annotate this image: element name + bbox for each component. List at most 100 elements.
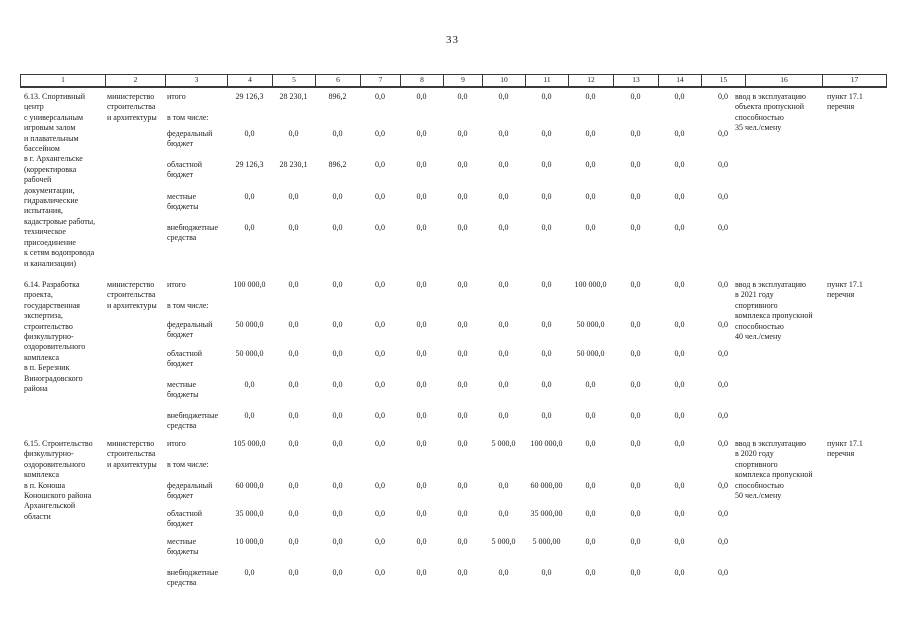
value-cell: 0,0 <box>457 537 468 546</box>
value-cell: 0,0 <box>288 568 299 577</box>
value-cell: 0,0 <box>288 380 299 389</box>
value-cell: 0,0 <box>288 509 299 518</box>
column-header-cell: 14 <box>659 75 702 86</box>
value-cell: 0,0 <box>630 537 641 546</box>
value-cell: 0,0 <box>288 411 299 420</box>
value-cell: 0,0 <box>674 160 685 169</box>
value-cell: 0,0 <box>498 92 509 101</box>
ministry-name: министерство строительства и архитектуры <box>107 439 157 469</box>
value-cell: 29 126,3 <box>235 92 264 101</box>
value-cell: 0,0 <box>630 411 641 420</box>
value-cell: 0,0 <box>630 349 641 358</box>
value-cell: 0,0 <box>457 481 468 490</box>
reference-note: пункт 17.1 перечня <box>827 92 863 112</box>
value-cell: 0,0 <box>457 92 468 101</box>
value-cell: 0,0 <box>674 129 685 138</box>
value-cell: 0,0 <box>288 129 299 138</box>
value-cell: 60 000,00 <box>530 481 563 490</box>
value-cell: 0,0 <box>457 411 468 420</box>
value-cell: 0,0 <box>674 223 685 232</box>
funding-row-label: внебюджетные средства <box>167 411 218 431</box>
value-cell: 0,0 <box>630 192 641 201</box>
column-header-cell: 10 <box>483 75 526 86</box>
value-cell: 0,0 <box>585 92 596 101</box>
value-cell: 896,2 <box>328 92 347 101</box>
value-cell: 0,0 <box>674 192 685 201</box>
value-cell: 0,0 <box>375 481 385 490</box>
value-cell: 0,0 <box>718 411 728 420</box>
ministry-name: министерство строительства и архитектуры <box>107 92 157 122</box>
value-cell: 0,0 <box>416 380 427 389</box>
column-header-cell: 17 <box>850 75 859 84</box>
value-cell: 0,0 <box>416 439 427 448</box>
value-cell: 0,0 <box>541 129 552 138</box>
value-cell: 0,0 <box>332 509 343 518</box>
value-cell: 35 000,00 <box>530 509 563 518</box>
funding-row-label: областной бюджет <box>167 349 203 369</box>
value-cell: 5 000,00 <box>532 537 561 546</box>
column-header-cell: 11 <box>526 75 569 86</box>
value-cell: 0,0 <box>718 223 728 232</box>
value-cell: 100 000,0 <box>233 280 266 289</box>
value-cell: 0,0 <box>630 568 641 577</box>
value-cell: 0,0 <box>585 380 596 389</box>
value-cell: 0,0 <box>718 160 728 169</box>
reference-note: пункт 17.1 перечня <box>827 439 863 459</box>
project-title: 6.15. Строительство физкультурно- оздоро… <box>24 439 93 521</box>
value-cell: 0,0 <box>585 509 596 518</box>
column-header-cell: 5 <box>273 75 316 86</box>
value-cell: 0,0 <box>674 320 685 329</box>
value-cell: 0,0 <box>288 481 299 490</box>
value-cell: 50 000,0 <box>576 320 605 329</box>
column-header-cell: 6 <box>316 75 361 86</box>
value-cell: 0,0 <box>457 568 468 577</box>
value-cell: 0,0 <box>332 223 343 232</box>
value-cell: 0,0 <box>375 160 385 169</box>
page-number: 33 <box>446 34 459 46</box>
value-cell: 0,0 <box>498 160 509 169</box>
value-cell: 0,0 <box>244 411 255 420</box>
funding-row-label: федеральный бюджет <box>167 481 213 501</box>
value-cell: 0,0 <box>718 349 728 358</box>
expected-result: ввод в эксплуатацию объекта пропускной с… <box>735 92 806 133</box>
value-cell: 0,0 <box>630 280 641 289</box>
funding-row-label: областной бюджет <box>167 160 203 180</box>
value-cell: 0,0 <box>498 320 509 329</box>
value-cell: 0,0 <box>718 380 728 389</box>
expected-result: ввод в эксплуатацию в 2020 году спортивн… <box>735 439 813 501</box>
value-cell: 0,0 <box>332 537 343 546</box>
funding-row-label: внебюджетные средства <box>167 568 218 588</box>
value-cell: 0,0 <box>498 129 509 138</box>
value-cell: 0,0 <box>541 568 552 577</box>
value-cell: 0,0 <box>375 92 385 101</box>
value-cell: 0,0 <box>630 223 641 232</box>
value-cell: 29 126,3 <box>235 160 264 169</box>
table-header-row: 1 2 3 4 5 6 7 8 9 10 11 12 13 14 15 16 17 <box>20 74 887 88</box>
column-header-cell: 9 <box>444 75 483 86</box>
value-cell: 0,0 <box>630 439 641 448</box>
value-cell: 0,0 <box>416 192 427 201</box>
column-header-cell: 13 <box>614 75 659 86</box>
value-cell: 0,0 <box>674 92 685 101</box>
value-cell: 0,0 <box>541 223 552 232</box>
value-cell: 0,0 <box>288 320 299 329</box>
value-cell: 0,0 <box>332 320 343 329</box>
value-cell: 0,0 <box>541 280 552 289</box>
value-cell: 0,0 <box>332 192 343 201</box>
value-cell: 0,0 <box>585 223 596 232</box>
value-cell: 0,0 <box>332 129 343 138</box>
value-cell: 0,0 <box>541 192 552 201</box>
value-cell: 0,0 <box>718 537 728 546</box>
value-cell: 0,0 <box>416 129 427 138</box>
value-cell: 0,0 <box>332 380 343 389</box>
value-cell: 0,0 <box>375 129 385 138</box>
value-cell: 60 000,0 <box>235 481 264 490</box>
project-title: 6.14. Разработка проекта, государственна… <box>24 280 86 394</box>
value-cell: 0,0 <box>375 380 385 389</box>
column-header-cell: 3 <box>166 75 228 86</box>
value-cell: 0,0 <box>416 411 427 420</box>
value-cell: 0,0 <box>674 537 685 546</box>
value-cell: 0,0 <box>674 349 685 358</box>
value-cell: 0,0 <box>585 160 596 169</box>
